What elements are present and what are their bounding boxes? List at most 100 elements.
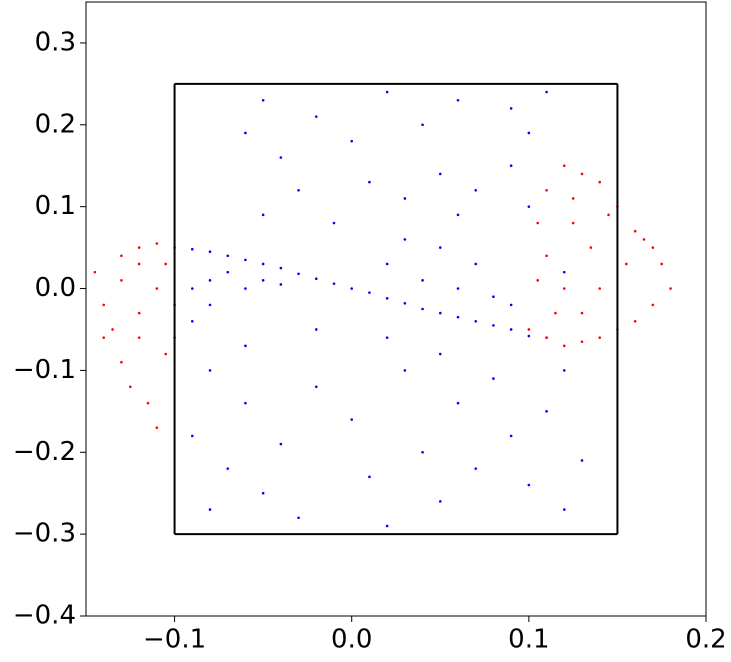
point (137, 311, 141, 315)
point (146, 401, 150, 405)
point (607, 213, 610, 217)
point (651, 303, 655, 307)
point (509, 328, 513, 331)
point (527, 328, 531, 331)
point (545, 254, 548, 258)
point (633, 319, 637, 323)
point (314, 277, 318, 281)
point (527, 483, 531, 487)
point (385, 336, 389, 339)
point (208, 303, 212, 307)
point (297, 188, 300, 192)
point (421, 279, 424, 282)
point (350, 418, 354, 421)
point (111, 328, 114, 331)
point (190, 319, 194, 323)
point (226, 467, 230, 470)
point (580, 172, 584, 176)
point (190, 434, 194, 438)
point (261, 491, 265, 495)
y-tick-label: 0.2 (35, 109, 76, 139)
point (385, 262, 389, 266)
point (660, 262, 664, 266)
point (208, 250, 212, 253)
point (244, 401, 247, 405)
point (651, 246, 655, 249)
point (474, 319, 478, 323)
point (261, 262, 265, 266)
point (509, 303, 513, 307)
point (633, 229, 637, 233)
point (598, 180, 602, 184)
point (120, 360, 123, 364)
point (438, 172, 442, 176)
point (226, 254, 230, 258)
point (137, 336, 141, 339)
point (226, 270, 230, 274)
point (261, 279, 265, 282)
point (137, 246, 141, 249)
point (536, 279, 540, 282)
point (120, 254, 123, 258)
x-tick-label: 0.0 (331, 625, 372, 655)
point (368, 180, 371, 184)
point (350, 287, 354, 290)
point (562, 164, 566, 168)
point (120, 279, 123, 282)
point (102, 336, 106, 339)
point (279, 442, 283, 446)
point (554, 311, 557, 315)
y-tick-label: −0.2 (13, 437, 76, 467)
point (492, 377, 495, 380)
point (536, 221, 540, 225)
point (598, 336, 602, 339)
point (244, 287, 247, 290)
point (314, 385, 318, 389)
point (571, 221, 575, 225)
point (279, 266, 283, 270)
point (403, 197, 407, 200)
point (261, 213, 265, 217)
point (527, 131, 531, 135)
point (403, 238, 407, 241)
point (385, 524, 389, 528)
point (598, 287, 602, 290)
point (545, 90, 548, 94)
point (438, 311, 442, 315)
y-tick-label: −0.3 (13, 519, 76, 549)
point (279, 156, 283, 159)
point (297, 272, 300, 276)
point (456, 213, 460, 217)
point (527, 334, 531, 338)
point (137, 262, 141, 266)
point (509, 164, 513, 168)
point (571, 197, 575, 200)
point (438, 246, 442, 249)
point (421, 123, 424, 127)
point (155, 426, 159, 430)
x-tick-label: −0.1 (143, 625, 206, 655)
point (208, 279, 212, 282)
point (474, 188, 478, 192)
point (385, 297, 389, 300)
point (403, 369, 407, 372)
point (421, 450, 424, 454)
point (509, 434, 513, 438)
point (403, 301, 407, 305)
point (421, 307, 424, 311)
point (438, 500, 442, 503)
point (261, 98, 265, 102)
point (589, 246, 593, 249)
point (314, 115, 318, 118)
point (208, 508, 212, 511)
point (279, 283, 283, 286)
point (332, 282, 336, 285)
point (368, 291, 371, 294)
point (562, 270, 566, 274)
point (244, 131, 247, 135)
point (669, 287, 672, 290)
point (474, 262, 478, 266)
point (474, 467, 478, 470)
point (164, 262, 168, 266)
